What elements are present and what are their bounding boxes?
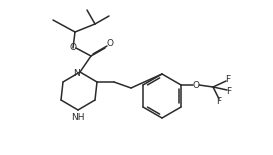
Text: F: F (227, 86, 232, 95)
Text: O: O (70, 44, 76, 53)
Text: NH: NH (71, 113, 85, 122)
Text: F: F (216, 97, 222, 106)
Text: O: O (106, 40, 114, 49)
Text: F: F (225, 75, 231, 84)
Text: O: O (192, 80, 200, 89)
Text: N: N (73, 69, 79, 78)
